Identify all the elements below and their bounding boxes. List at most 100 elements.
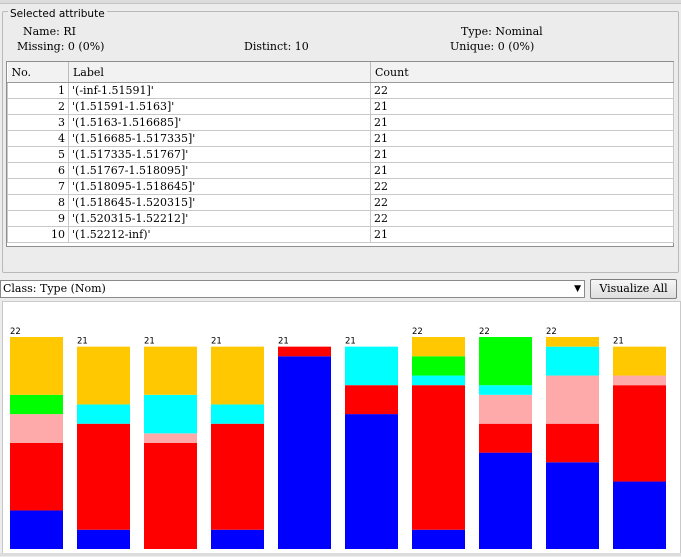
selected-attribute-panel: Selected attribute Name: RI Type: Nomina…: [2, 8, 679, 273]
row-label: '(1.520315-1.52212]': [68, 210, 371, 227]
bar-segment-red[interactable]: [144, 443, 197, 549]
name-value: RI: [63, 25, 76, 38]
table-row[interactable]: 8 '(1.518645-1.520315]' 22: [7, 194, 674, 211]
type-field: Type: Nominal: [461, 25, 543, 38]
bar-segment-blue[interactable]: [278, 356, 331, 549]
bar-segment-cyan[interactable]: [479, 385, 532, 395]
distinct-field: Distinct: 10: [244, 40, 309, 53]
distinct-value: 10: [294, 40, 309, 53]
stacked-bar-chart: 22 21 21 21 21 21 22 22 22 21: [10, 327, 666, 549]
row-label: '(-inf-1.51591]': [68, 82, 371, 99]
visualize-all-button[interactable]: Visualize All: [590, 279, 677, 299]
class-select-value: Class: Type (Nom): [3, 282, 106, 295]
bar-count-label: 21: [144, 337, 155, 347]
bar-segment-red[interactable]: [613, 385, 666, 482]
row-number: 1: [7, 82, 69, 99]
bar-segment-blue[interactable]: [211, 529, 264, 549]
bar-segment-blue[interactable]: [546, 462, 599, 549]
column-header-label[interactable]: Label: [68, 62, 371, 83]
row-label: '(1.52212-inf)': [68, 226, 371, 243]
bar-segment-blue[interactable]: [77, 529, 130, 549]
bar-count-label: 22: [412, 327, 423, 337]
bar-segment-red[interactable]: [345, 385, 398, 415]
bar-segment-cyan[interactable]: [77, 404, 130, 424]
bar-segment-blue[interactable]: [412, 529, 465, 549]
bar-segment-green[interactable]: [10, 394, 63, 415]
bar-segment-orange[interactable]: [211, 346, 264, 405]
row-count: 21: [370, 146, 674, 163]
bar-segment-pink[interactable]: [613, 375, 666, 386]
column-header-count[interactable]: Count: [370, 62, 674, 83]
table-row[interactable]: 3 '(1.5163-1.516685]' 21: [7, 114, 674, 131]
bar-segment-red[interactable]: [211, 423, 264, 530]
missing-label: Missing:: [17, 40, 65, 53]
bar-segment-red[interactable]: [546, 423, 599, 463]
row-label: '(1.518095-1.518645]': [68, 178, 371, 195]
column-header-no[interactable]: No.: [7, 62, 69, 83]
row-number: 2: [7, 98, 69, 115]
class-distribution-chart[interactable]: 22 21 21 21 21 21 22 22 22 21: [2, 301, 681, 555]
row-number: 3: [7, 114, 69, 131]
bar-segment-orange[interactable]: [412, 337, 465, 357]
bar-segment-red[interactable]: [77, 423, 130, 530]
bar-segment-red[interactable]: [412, 385, 465, 530]
row-number: 8: [7, 194, 69, 211]
row-label: '(1.518645-1.520315]': [68, 194, 371, 211]
bar-segment-orange[interactable]: [546, 337, 599, 347]
bar-count-label: 21: [77, 337, 88, 347]
top-divider: [0, 0, 681, 4]
row-count: 22: [370, 194, 674, 211]
bar-segment-blue[interactable]: [10, 510, 63, 549]
table-row[interactable]: 4 '(1.516685-1.517335]' 21: [7, 130, 674, 147]
bar-segment-blue[interactable]: [479, 452, 532, 549]
row-number: 4: [7, 130, 69, 147]
missing-value: 0 (0%): [67, 40, 105, 53]
row-count: 21: [370, 162, 674, 179]
row-label: '(1.517335-1.51767]': [68, 146, 371, 163]
table-row[interactable]: 2 '(1.51591-1.5163]' 21: [7, 98, 674, 115]
missing-field: Missing: 0 (0%): [17, 40, 104, 53]
bar-segment-cyan[interactable]: [211, 404, 264, 424]
row-number: 5: [7, 146, 69, 163]
distinct-label: Distinct:: [244, 40, 292, 53]
bar-segment-red[interactable]: [479, 423, 532, 453]
row-number: 10: [7, 226, 69, 243]
row-label: '(1.5163-1.516685]': [68, 114, 371, 131]
row-count: 21: [370, 98, 674, 115]
bar-segment-green[interactable]: [412, 356, 465, 376]
table-row[interactable]: 9 '(1.520315-1.52212]' 22: [7, 210, 674, 227]
row-number: 9: [7, 210, 69, 227]
name-label: Name:: [23, 25, 60, 38]
table-row[interactable]: 7 '(1.518095-1.518645]' 22: [7, 178, 674, 195]
bar-segment-pink[interactable]: [144, 433, 197, 443]
bar-segment-orange[interactable]: [10, 337, 63, 395]
bar-segment-blue[interactable]: [613, 481, 666, 549]
row-label: '(1.51767-1.518095]': [68, 162, 371, 179]
bar-segment-red[interactable]: [10, 443, 63, 511]
class-selector-row: Class: Type (Nom) ▼ Visualize All: [0, 277, 681, 300]
bar-segment-orange[interactable]: [77, 346, 130, 405]
bar-segment-blue[interactable]: [345, 414, 398, 549]
table-row[interactable]: 10 '(1.52212-inf)' 21: [7, 226, 674, 243]
bar-segment-cyan[interactable]: [345, 346, 398, 386]
name-field: Name: RI: [23, 25, 76, 38]
bar-segment-pink[interactable]: [546, 375, 599, 424]
labels-table[interactable]: No. Label Count 1 '(-inf-1.51591]' 22 2 '(1…: [6, 61, 674, 247]
table-row[interactable]: 5 '(1.517335-1.51767]' 21: [7, 146, 674, 163]
bar-segment-orange[interactable]: [613, 346, 666, 376]
bar-segment-red[interactable]: [278, 346, 331, 357]
class-select[interactable]: Class: Type (Nom) ▼: [0, 280, 585, 298]
bar-segment-pink[interactable]: [479, 394, 532, 424]
table-row[interactable]: 6 '(1.51767-1.518095]' 21: [7, 162, 674, 179]
bar-segment-cyan[interactable]: [412, 375, 465, 386]
table-row[interactable]: 1 '(-inf-1.51591]' 22: [7, 82, 674, 99]
row-number: 7: [7, 178, 69, 195]
bar-segment-orange[interactable]: [144, 346, 197, 395]
bar-segment-cyan[interactable]: [144, 394, 197, 434]
bar-segment-cyan[interactable]: [546, 346, 599, 376]
row-count: 21: [370, 226, 674, 243]
dropdown-arrow-icon[interactable]: ▼: [574, 284, 581, 294]
type-value: Nominal: [495, 25, 543, 38]
bar-segment-pink[interactable]: [10, 414, 63, 443]
bar-segment-green[interactable]: [479, 337, 532, 386]
